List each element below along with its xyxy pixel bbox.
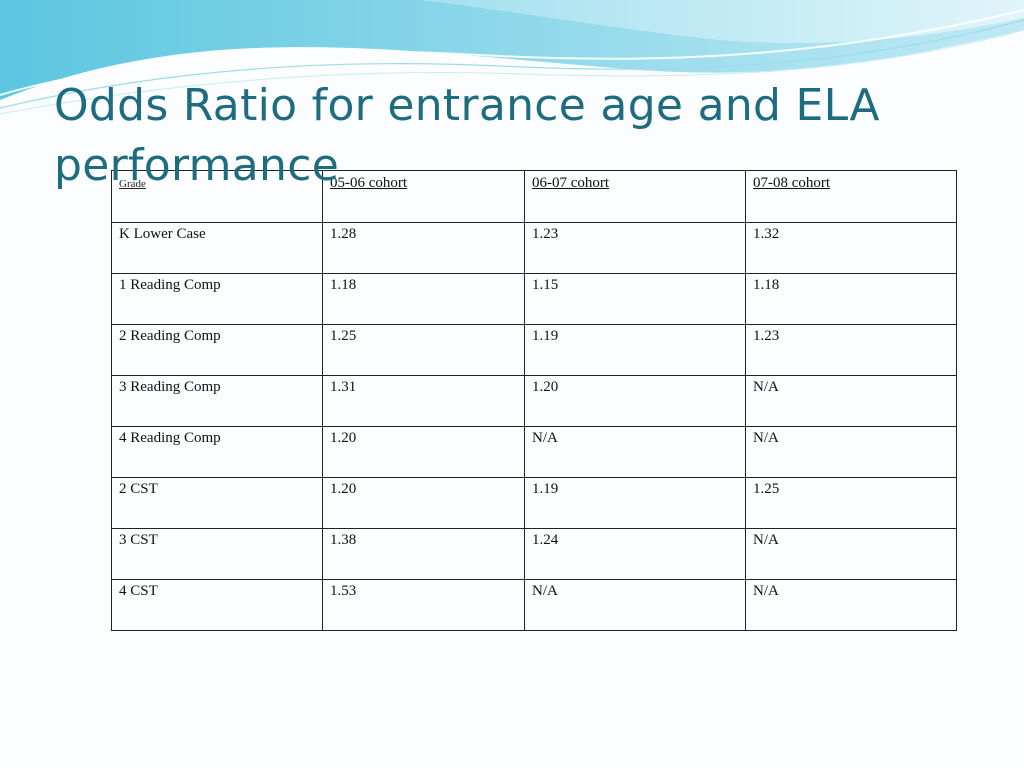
cell-value: 1.18 <box>322 273 525 325</box>
row-label: 1 Reading Comp <box>111 273 323 325</box>
header-grade: Grade <box>111 170 323 223</box>
cell-value: 1.38 <box>322 528 525 580</box>
header-cohort-07-08: 07-08 cohort <box>745 170 957 223</box>
cell-value: 1.20 <box>322 477 525 529</box>
table-row: 2 Reading Comp 1.25 1.19 1.23 <box>111 324 957 376</box>
cell-value: 1.25 <box>745 477 957 529</box>
cell-value: 1.19 <box>524 477 746 529</box>
cell-value: 1.24 <box>524 528 746 580</box>
row-label: 4 CST <box>111 579 323 631</box>
cell-value: N/A <box>745 426 957 478</box>
cell-value: 1.18 <box>745 273 957 325</box>
cell-value: 1.23 <box>745 324 957 376</box>
cell-value: N/A <box>524 579 746 631</box>
slide-title: Odds Ratio for entrance age and ELA perf… <box>54 80 880 191</box>
cell-value: N/A <box>745 579 957 631</box>
table-row: 3 Reading Comp 1.31 1.20 N/A <box>111 375 957 427</box>
cell-value: 1.20 <box>524 375 746 427</box>
decorative-wave-header <box>0 0 1024 115</box>
table-row: 4 CST 1.53 N/A N/A <box>111 579 957 631</box>
row-label: 3 CST <box>111 528 323 580</box>
odds-ratio-table: Grade 05-06 cohort 06-07 cohort 07-08 co… <box>111 170 957 631</box>
row-label: 2 CST <box>111 477 323 529</box>
cell-value: 1.25 <box>322 324 525 376</box>
table-row: 1 Reading Comp 1.18 1.15 1.18 <box>111 273 957 325</box>
cell-value: 1.15 <box>524 273 746 325</box>
row-label: 2 Reading Comp <box>111 324 323 376</box>
row-label: 4 Reading Comp <box>111 426 323 478</box>
table-row: 3 CST 1.38 1.24 N/A <box>111 528 957 580</box>
header-cohort-06-07: 06-07 cohort <box>524 170 746 223</box>
table-row: 2 CST 1.20 1.19 1.25 <box>111 477 957 529</box>
cell-value: 1.20 <box>322 426 525 478</box>
cell-value: N/A <box>745 528 957 580</box>
table-row: 4 Reading Comp 1.20 N/A N/A <box>111 426 957 478</box>
cell-value: N/A <box>524 426 746 478</box>
row-label: K Lower Case <box>111 222 323 274</box>
cell-value: 1.31 <box>322 375 525 427</box>
cell-value: 1.28 <box>322 222 525 274</box>
cell-value: 1.23 <box>524 222 746 274</box>
table-row: K Lower Case 1.28 1.23 1.32 <box>111 222 957 274</box>
cell-value: 1.32 <box>745 222 957 274</box>
header-cohort-05-06: 05-06 cohort <box>322 170 525 223</box>
cell-value: 1.53 <box>322 579 525 631</box>
row-label: 3 Reading Comp <box>111 375 323 427</box>
table-header-row: Grade 05-06 cohort 06-07 cohort 07-08 co… <box>111 170 957 223</box>
cell-value: N/A <box>745 375 957 427</box>
cell-value: 1.19 <box>524 324 746 376</box>
